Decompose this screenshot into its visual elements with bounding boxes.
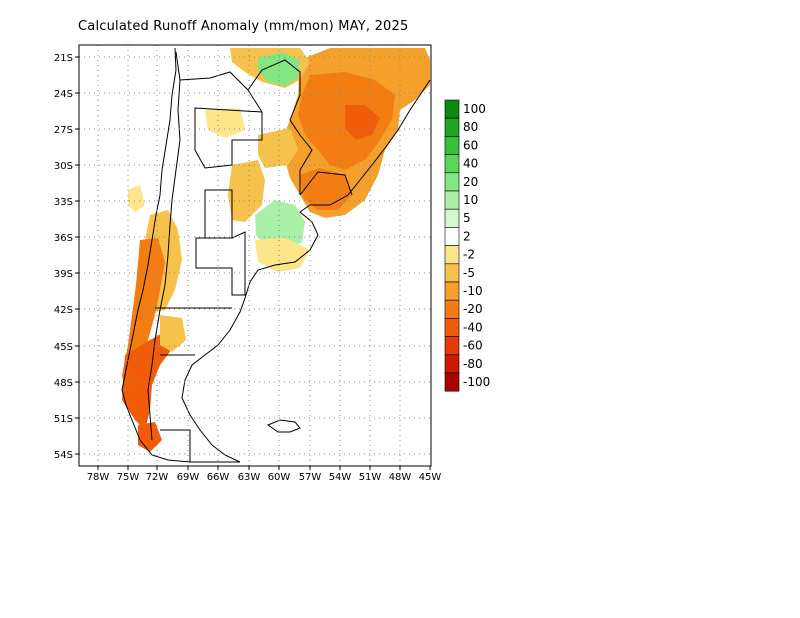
y-tick-label: 33S [54, 197, 73, 208]
map-title: Calculated Runoff Anomaly (mm/mon) MAY, … [78, 19, 409, 34]
map-axes: 78W 75W 72W 69W 66W 63W 60W 57W 54W 51W 48W 45W 21S 2… [54, 53, 441, 483]
colorbar-label: -40 [463, 320, 483, 334]
map-grid [79, 45, 431, 466]
coastline-east [181, 79, 431, 463]
anomaly-shading [122, 48, 430, 452]
x-tick-label: 75W [117, 472, 140, 483]
x-tick-label: 66W [207, 472, 230, 483]
colorbar-label: 60 [463, 138, 478, 152]
colorbar-swatch [444, 136, 460, 155]
x-tick-label: 72W [146, 472, 169, 483]
colorbar: 100 80 60 40 20 10 5 2 -2 -5 -10 -20 -40 -60 -80 -100 [444, 99, 490, 392]
colorbar-swatch [444, 172, 460, 192]
colorbar-label: -2 [463, 248, 475, 262]
anomaly-region-central-argentina [228, 160, 265, 222]
falkland-islands [266, 419, 301, 433]
border-uruguay [299, 171, 353, 196]
x-tick-label: 60W [268, 472, 291, 483]
y-tick-label: 36S [54, 233, 73, 244]
anomaly-region-buenos-aires-yellow [255, 238, 310, 272]
colorbar-swatch [444, 99, 460, 119]
map-frame [78, 44, 432, 467]
y-tick-label: 45S [54, 342, 73, 353]
y-tick-label: 21S [54, 53, 73, 64]
colorbar-swatch [444, 299, 460, 319]
x-tick-label: 45W [419, 472, 442, 483]
colorbar-label: -100 [463, 375, 490, 389]
colorbar-label: -80 [463, 357, 483, 371]
colorbar-label: 20 [463, 175, 478, 189]
colorbar-label: 10 [463, 193, 478, 207]
border-argentina-north [179, 71, 263, 113]
colorbar-label: -20 [463, 302, 483, 316]
coastline-west [121, 47, 240, 463]
colorbar-swatch [444, 227, 460, 246]
y-tick-label: 24S [54, 89, 73, 100]
anomaly-region-north-chile [128, 185, 145, 212]
y-tick-label: 48S [54, 378, 73, 389]
x-tick-label: 69W [177, 472, 200, 483]
anomaly-region-buenos-aires-green [255, 200, 305, 250]
colorbar-swatch [444, 208, 460, 228]
x-tick-label: 78W [87, 472, 110, 483]
provinces-patagonia-3 [160, 429, 191, 462]
colorbar-label: 5 [463, 211, 471, 225]
colorbar-swatch [444, 263, 460, 283]
anomaly-region-tucuman [205, 108, 245, 138]
x-tick-label: 54W [329, 472, 352, 483]
x-tick-label: 48W [389, 472, 412, 483]
anomaly-region-brazil-peak [345, 105, 380, 140]
x-tick-label: 57W [299, 472, 322, 483]
map-outlines [121, 47, 431, 463]
anomaly-region-corrientes [258, 128, 298, 168]
y-tick-label: 51S [54, 414, 73, 425]
colorbar-label: 40 [463, 157, 478, 171]
colorbar-label: -5 [463, 266, 475, 280]
colorbar-swatch [444, 245, 460, 265]
x-tick-label: 51W [359, 472, 382, 483]
colorbar-swatch [444, 117, 460, 137]
colorbar-label: 100 [463, 102, 486, 116]
colorbar-swatch [444, 372, 460, 392]
colorbar-swatch [444, 190, 460, 210]
provinces-mid [204, 189, 233, 239]
colorbar-label: 80 [463, 120, 478, 134]
anomaly-region-paraguay-green [258, 52, 300, 86]
colorbar-swatch [444, 281, 460, 301]
colorbar-swatch [444, 354, 460, 374]
y-tick-label: 54S [54, 450, 73, 461]
y-tick-label: 42S [54, 305, 73, 316]
border-brazil-argentina [289, 119, 313, 195]
y-tick-label: 30S [54, 161, 73, 172]
colorbar-label: -60 [463, 339, 483, 353]
colorbar-swatch [444, 154, 460, 174]
provinces-north [194, 107, 263, 169]
x-tick-label: 63W [238, 472, 261, 483]
colorbar-label: -10 [463, 284, 483, 298]
anomaly-region-patagonia-inland [160, 315, 186, 352]
border-paraguay [247, 59, 301, 121]
colorbar-swatch [444, 318, 460, 337]
y-tick-label: 27S [54, 125, 73, 136]
colorbar-label: 2 [463, 229, 471, 243]
y-tick-label: 39S [54, 269, 73, 280]
colorbar-swatch [444, 336, 460, 356]
